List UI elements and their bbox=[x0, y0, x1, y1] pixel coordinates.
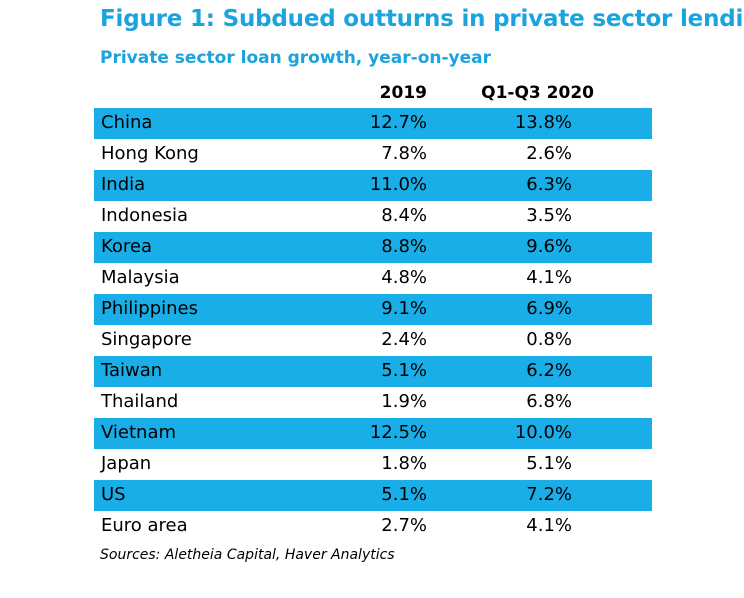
row-label: Japan bbox=[101, 453, 152, 474]
value-2019: 5.1% bbox=[381, 484, 427, 505]
table-row: Korea 8.8% 9.6% bbox=[94, 232, 652, 263]
table-row: Indonesia 8.4% 3.5% bbox=[94, 201, 652, 232]
value-2019: 12.7% bbox=[369, 112, 427, 133]
value-2019: 2.4% bbox=[381, 329, 427, 350]
value-2019: 11.0% bbox=[369, 174, 427, 195]
value-2019: 4.8% bbox=[381, 267, 427, 288]
value-2019: 12.5% bbox=[369, 422, 427, 443]
value-2019: 7.8% bbox=[381, 143, 427, 164]
table-row: US 5.1% 7.2% bbox=[94, 480, 652, 511]
chart-subtitle: Private sector loan growth, year-on-year bbox=[100, 48, 491, 68]
row-label: Vietnam bbox=[101, 422, 177, 443]
table-row: Thailand 1.9% 6.8% bbox=[94, 387, 652, 418]
table-row: Euro area 2.7% 4.1% bbox=[94, 511, 652, 542]
row-label: US bbox=[101, 484, 126, 505]
value-2019: 1.9% bbox=[381, 391, 427, 412]
row-label: Euro area bbox=[101, 515, 188, 536]
data-table: China 12.7% 13.8% Hong Kong 7.8% 2.6% India 11.… bbox=[94, 108, 652, 542]
table-row: Singapore 2.4% 0.8% bbox=[94, 325, 652, 356]
table-row: Vietnam 12.5% 10.0% bbox=[94, 418, 652, 449]
table-row: Hong Kong 7.8% 2.6% bbox=[94, 139, 652, 170]
row-label: Philippines bbox=[101, 298, 198, 319]
row-label: Indonesia bbox=[101, 205, 189, 226]
row-label: Thailand bbox=[101, 391, 179, 412]
value-2019: 8.4% bbox=[381, 205, 427, 226]
chart-title: Figure 1: Subdued outturns in private se… bbox=[100, 6, 744, 32]
value-2019: 2.7% bbox=[381, 515, 427, 536]
row-label: Korea bbox=[101, 236, 153, 257]
table-row: Japan 1.8% 5.1% bbox=[94, 449, 652, 480]
value-q1-q3-2020: 2.6% bbox=[526, 143, 572, 164]
value-q1-q3-2020: 13.8% bbox=[514, 112, 572, 133]
table-row: India 11.0% 6.3% bbox=[94, 170, 652, 201]
value-q1-q3-2020: 6.3% bbox=[526, 174, 572, 195]
value-q1-q3-2020: 7.2% bbox=[526, 484, 572, 505]
table-row: Malaysia 4.8% 4.1% bbox=[94, 263, 652, 294]
row-label: Malaysia bbox=[101, 267, 180, 288]
column-header-q1-q3-2020: Q1-Q3 2020 bbox=[481, 83, 594, 103]
source-note: Sources: Aletheia Capital, Haver Analyti… bbox=[100, 547, 395, 563]
value-q1-q3-2020: 6.2% bbox=[526, 360, 572, 381]
column-header-2019: 2019 bbox=[379, 83, 427, 103]
value-q1-q3-2020: 3.5% bbox=[526, 205, 572, 226]
value-2019: 1.8% bbox=[381, 453, 427, 474]
row-label: Hong Kong bbox=[101, 143, 199, 164]
value-q1-q3-2020: 5.1% bbox=[526, 453, 572, 474]
row-label: Taiwan bbox=[101, 360, 163, 381]
value-2019: 5.1% bbox=[381, 360, 427, 381]
value-q1-q3-2020: 0.8% bbox=[526, 329, 572, 350]
row-label: China bbox=[101, 112, 153, 133]
value-q1-q3-2020: 6.8% bbox=[526, 391, 572, 412]
value-q1-q3-2020: 4.1% bbox=[526, 515, 572, 536]
table-row: Philippines 9.1% 6.9% bbox=[94, 294, 652, 325]
value-q1-q3-2020: 4.1% bbox=[526, 267, 572, 288]
row-label: India bbox=[101, 174, 146, 195]
table-header: 2019 Q1-Q3 2020 bbox=[94, 80, 652, 106]
value-q1-q3-2020: 9.6% bbox=[526, 236, 572, 257]
value-q1-q3-2020: 10.0% bbox=[514, 422, 572, 443]
table-row: China 12.7% 13.8% bbox=[94, 108, 652, 139]
row-label: Singapore bbox=[101, 329, 192, 350]
table-row: Taiwan 5.1% 6.2% bbox=[94, 356, 652, 387]
value-2019: 9.1% bbox=[381, 298, 427, 319]
value-2019: 8.8% bbox=[381, 236, 427, 257]
value-q1-q3-2020: 6.9% bbox=[526, 298, 572, 319]
